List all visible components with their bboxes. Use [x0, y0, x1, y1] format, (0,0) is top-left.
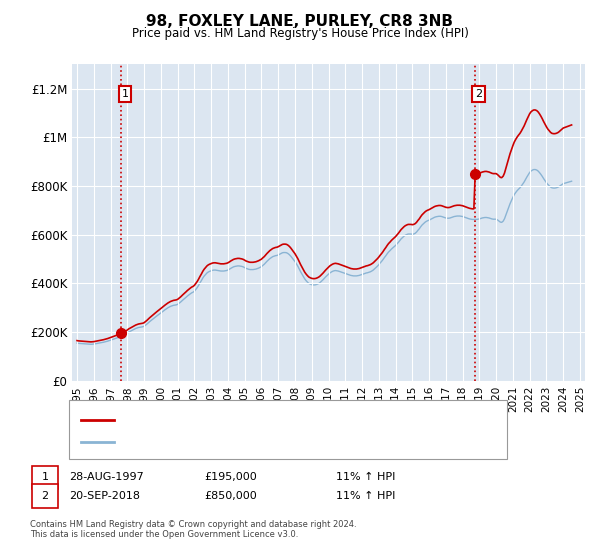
Text: 1: 1 — [41, 472, 49, 482]
Text: 2: 2 — [41, 491, 49, 501]
Text: 98, FOXLEY LANE, PURLEY, CR8 3NB: 98, FOXLEY LANE, PURLEY, CR8 3NB — [146, 14, 454, 29]
Text: 28-AUG-1997: 28-AUG-1997 — [69, 472, 144, 482]
Text: 1: 1 — [121, 88, 128, 99]
Text: 98, FOXLEY LANE, PURLEY, CR8 3NB (detached house): 98, FOXLEY LANE, PURLEY, CR8 3NB (detach… — [121, 415, 404, 425]
Text: 20-SEP-2018: 20-SEP-2018 — [69, 491, 140, 501]
Text: Contains HM Land Registry data © Crown copyright and database right 2024.
This d: Contains HM Land Registry data © Crown c… — [30, 520, 356, 539]
Text: 2: 2 — [475, 88, 482, 99]
Text: Price paid vs. HM Land Registry's House Price Index (HPI): Price paid vs. HM Land Registry's House … — [131, 27, 469, 40]
Text: HPI: Average price, detached house, Croydon: HPI: Average price, detached house, Croy… — [121, 436, 358, 446]
Text: 11% ↑ HPI: 11% ↑ HPI — [336, 472, 395, 482]
Text: £195,000: £195,000 — [204, 472, 257, 482]
Text: £850,000: £850,000 — [204, 491, 257, 501]
Text: 11% ↑ HPI: 11% ↑ HPI — [336, 491, 395, 501]
